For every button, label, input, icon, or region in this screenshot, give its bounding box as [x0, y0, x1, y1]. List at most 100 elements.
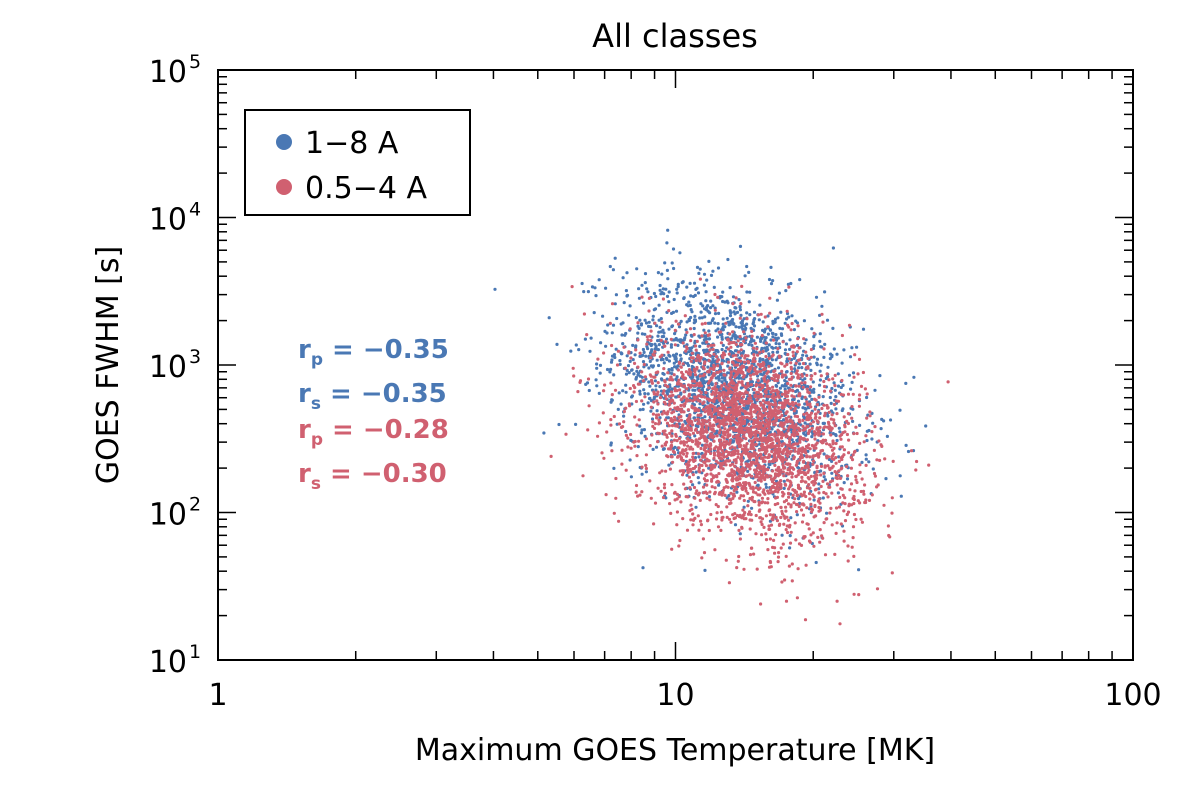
- scatter-point-series-1: [773, 403, 777, 407]
- scatter-point-series-1: [758, 477, 762, 481]
- scatter-point-series-1: [694, 348, 698, 352]
- scatter-point-series-0: [711, 317, 715, 321]
- scatter-point-series-1: [809, 355, 813, 359]
- scatter-point-series-1: [702, 448, 706, 452]
- scatter-point-series-1: [629, 432, 633, 437]
- scatter-point-series-0: [655, 409, 659, 413]
- scatter-point-series-1: [684, 370, 689, 374]
- scatter-point-series-1: [685, 528, 690, 532]
- scatter-point-series-1: [861, 370, 866, 375]
- scatter-point-series-1: [693, 516, 697, 521]
- scatter-point-series-1: [689, 383, 694, 387]
- scatter-point-series-0: [720, 426, 724, 430]
- scatter-point-series-0: [801, 353, 805, 357]
- scatter-point-series-1: [723, 415, 727, 419]
- scatter-point-series-0: [682, 296, 686, 300]
- scatter-point-series-1: [673, 328, 677, 332]
- scatter-point-series-1: [816, 499, 821, 503]
- scatter-point-series-0: [732, 322, 736, 326]
- scatter-point-series-1: [738, 316, 742, 320]
- scatter-point-series-1: [705, 491, 709, 496]
- scatter-point-series-0: [653, 342, 657, 346]
- scatter-point-series-1: [739, 302, 743, 306]
- scatter-point-series-1: [796, 567, 800, 571]
- scatter-point-series-0: [727, 323, 731, 327]
- scatter-point-series-1: [670, 455, 674, 459]
- scatter-point-series-1: [828, 511, 832, 515]
- scatter-point-series-0: [643, 272, 648, 276]
- scatter-point-series-1: [768, 508, 772, 512]
- scatter-point-series-1: [758, 421, 763, 426]
- scatter-point-series-1: [669, 375, 673, 379]
- scatter-point-series-0: [655, 358, 659, 362]
- scatter-point-series-1: [644, 463, 648, 467]
- scatter-point-series-1: [761, 474, 765, 478]
- scatter-point-series-1: [742, 498, 746, 503]
- scatter-point-series-1: [766, 444, 770, 448]
- scatter-point-series-1: [641, 379, 646, 383]
- scatter-point-series-0: [705, 278, 709, 282]
- scatter-point-series-1: [614, 496, 618, 500]
- scatter-point-series-1: [655, 392, 659, 396]
- scatter-point-series-1: [761, 364, 765, 368]
- scatter-point-series-1: [692, 459, 696, 463]
- scatter-point-series-0: [742, 505, 746, 509]
- scatter-point-series-1: [732, 369, 736, 373]
- scatter-point-series-1: [823, 553, 828, 557]
- scatter-point-series-1: [723, 393, 727, 397]
- scatter-point-series-1: [759, 602, 763, 606]
- scatter-point-series-1: [762, 436, 766, 440]
- scatter-point-series-0: [764, 485, 769, 489]
- scatter-point-series-1: [693, 379, 697, 383]
- scatter-point-series-1: [868, 410, 872, 414]
- scatter-point-series-1: [700, 334, 704, 338]
- scatter-point-series-1: [824, 517, 828, 521]
- scatter-point-series-0: [577, 348, 581, 352]
- scatter-point-series-1: [839, 467, 843, 471]
- scatter-point-series-1: [713, 385, 717, 389]
- scatter-point-series-1: [689, 469, 693, 473]
- scatter-point-series-1: [806, 476, 810, 480]
- scatter-point-series-1: [710, 477, 714, 482]
- scatter-point-series-1: [727, 407, 732, 411]
- scatter-point-series-0: [611, 268, 616, 272]
- scatter-point-series-1: [784, 554, 788, 559]
- scatter-point-series-1: [835, 521, 839, 525]
- scatter-point-series-0: [737, 325, 741, 329]
- scatter-point-series-0: [707, 337, 711, 341]
- scatter-point-series-1: [742, 360, 747, 364]
- scatter-point-series-1: [701, 374, 706, 378]
- scatter-point-series-0: [731, 317, 735, 322]
- scatter-point-series-1: [776, 394, 781, 398]
- scatter-point-series-1: [769, 402, 773, 406]
- scatter-point-series-1: [634, 348, 638, 352]
- scatter-point-series-1: [860, 477, 864, 481]
- scatter-point-series-1: [784, 435, 788, 439]
- scatter-point-series-1: [756, 426, 761, 431]
- scatter-point-series-1: [699, 422, 703, 426]
- scatter-point-series-0: [670, 367, 674, 371]
- scatter-point-series-0: [725, 316, 729, 320]
- scatter-point-series-0: [673, 338, 677, 342]
- scatter-point-series-0: [800, 366, 804, 370]
- scatter-point-series-0: [898, 474, 902, 478]
- scatter-point-series-0: [790, 314, 794, 318]
- scatter-point-series-0: [619, 402, 623, 406]
- scatter-point-series-1: [780, 424, 784, 428]
- scatter-point-series-1: [814, 453, 818, 458]
- scatter-point-series-1: [571, 366, 575, 370]
- scatter-point-series-1: [845, 512, 849, 517]
- scatter-point-series-1: [663, 383, 668, 387]
- scatter-point-series-1: [744, 354, 748, 358]
- scatter-point-series-1: [766, 395, 771, 399]
- scatter-point-series-1: [708, 490, 712, 494]
- scatter-point-series-1: [781, 470, 785, 474]
- scatter-point-series-1: [719, 510, 724, 514]
- scatter-point-series-0: [643, 318, 647, 322]
- scatter-point-series-1: [682, 452, 686, 456]
- scatter-point-series-1: [813, 412, 818, 416]
- scatter-point-series-1: [740, 447, 745, 451]
- scatter-point-series-1: [699, 519, 703, 523]
- scatter-point-series-0: [672, 297, 676, 302]
- scatter-point-series-1: [763, 394, 768, 398]
